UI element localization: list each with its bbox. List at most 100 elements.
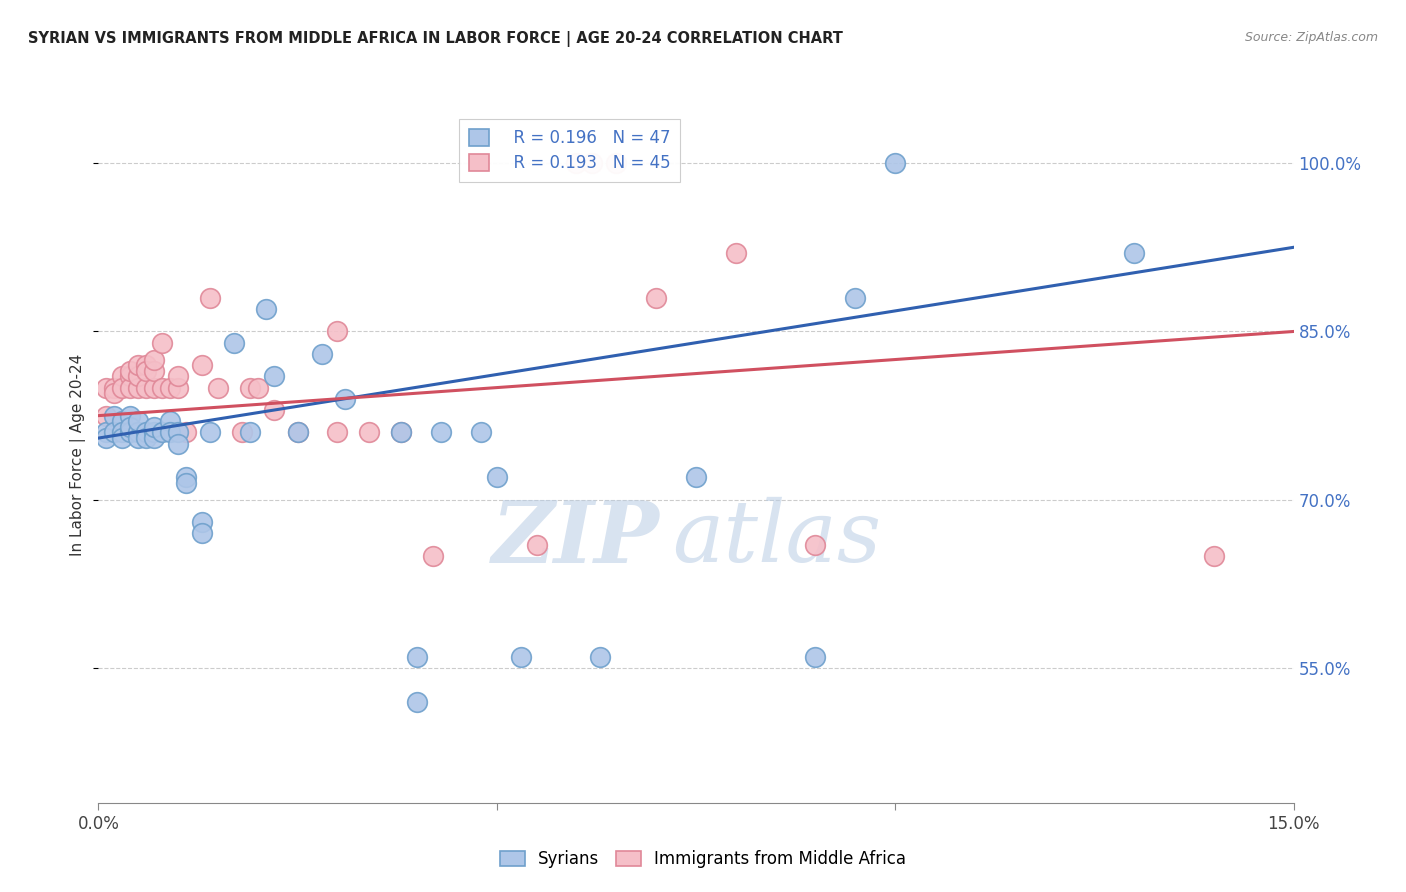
Point xyxy=(103,425,125,440)
Point xyxy=(207,381,229,395)
Legend:   R = 0.196   N = 47,   R = 0.193   N = 45: R = 0.196 N = 47, R = 0.193 N = 45 xyxy=(460,119,681,182)
Point xyxy=(526,538,548,552)
Point xyxy=(581,156,603,170)
Point xyxy=(254,301,277,316)
Point xyxy=(143,364,166,378)
Point xyxy=(111,369,134,384)
Point xyxy=(263,369,285,384)
Point xyxy=(127,414,149,428)
Point xyxy=(430,425,453,440)
Point xyxy=(422,549,444,563)
Point xyxy=(470,425,492,440)
Point xyxy=(111,381,134,395)
Point xyxy=(135,431,157,445)
Point xyxy=(111,425,134,440)
Point xyxy=(143,381,166,395)
Point xyxy=(389,425,412,440)
Point xyxy=(844,291,866,305)
Point xyxy=(605,156,627,170)
Point xyxy=(120,425,142,440)
Point xyxy=(311,347,333,361)
Point xyxy=(120,364,142,378)
Point xyxy=(191,358,214,372)
Point xyxy=(127,381,149,395)
Point xyxy=(804,538,827,552)
Point xyxy=(111,414,134,428)
Point xyxy=(174,470,197,484)
Point xyxy=(335,392,357,406)
Point xyxy=(406,649,429,664)
Point xyxy=(135,364,157,378)
Legend: Syrians, Immigrants from Middle Africa: Syrians, Immigrants from Middle Africa xyxy=(494,844,912,875)
Point xyxy=(406,695,429,709)
Point xyxy=(287,425,309,440)
Point xyxy=(246,381,269,395)
Point xyxy=(96,431,118,445)
Y-axis label: In Labor Force | Age 20-24: In Labor Force | Age 20-24 xyxy=(69,354,86,556)
Point xyxy=(127,358,149,372)
Point xyxy=(239,381,262,395)
Point xyxy=(804,649,827,664)
Point xyxy=(884,156,907,170)
Point xyxy=(509,649,531,664)
Point xyxy=(159,381,181,395)
Point xyxy=(103,386,125,401)
Point xyxy=(724,246,747,260)
Point xyxy=(326,325,349,339)
Point xyxy=(485,470,508,484)
Point xyxy=(120,381,142,395)
Point xyxy=(135,381,157,395)
Point xyxy=(239,425,262,440)
Point xyxy=(1202,549,1225,563)
Point xyxy=(174,475,197,490)
Point xyxy=(103,409,125,423)
Point xyxy=(359,425,381,440)
Point xyxy=(96,425,118,440)
Text: atlas: atlas xyxy=(672,497,882,580)
Point xyxy=(1123,246,1146,260)
Point xyxy=(191,515,214,529)
Text: ZIP: ZIP xyxy=(492,497,661,580)
Point xyxy=(159,425,181,440)
Point xyxy=(127,431,149,445)
Point xyxy=(143,420,166,434)
Point xyxy=(389,425,412,440)
Text: SYRIAN VS IMMIGRANTS FROM MIDDLE AFRICA IN LABOR FORCE | AGE 20-24 CORRELATION C: SYRIAN VS IMMIGRANTS FROM MIDDLE AFRICA … xyxy=(28,31,844,47)
Point xyxy=(231,425,253,440)
Point xyxy=(174,425,197,440)
Point xyxy=(222,335,245,350)
Point xyxy=(96,409,118,423)
Point xyxy=(287,425,309,440)
Point xyxy=(96,381,118,395)
Point xyxy=(135,425,157,440)
Point xyxy=(143,352,166,367)
Point xyxy=(263,403,285,417)
Point xyxy=(645,291,668,305)
Point xyxy=(589,649,612,664)
Text: Source: ZipAtlas.com: Source: ZipAtlas.com xyxy=(1244,31,1378,45)
Point xyxy=(120,409,142,423)
Point xyxy=(167,425,190,440)
Point xyxy=(103,381,125,395)
Point xyxy=(111,431,134,445)
Point xyxy=(143,431,166,445)
Point xyxy=(127,425,149,440)
Point xyxy=(326,425,349,440)
Point xyxy=(150,425,173,440)
Point xyxy=(150,381,173,395)
Point xyxy=(565,156,588,170)
Point xyxy=(685,470,707,484)
Point xyxy=(143,425,166,440)
Point xyxy=(159,414,181,428)
Point xyxy=(191,526,214,541)
Point xyxy=(167,436,190,450)
Point xyxy=(127,369,149,384)
Point xyxy=(198,291,221,305)
Point xyxy=(167,369,190,384)
Point xyxy=(150,335,173,350)
Point xyxy=(198,425,221,440)
Point xyxy=(120,369,142,384)
Point xyxy=(120,420,142,434)
Point xyxy=(167,381,190,395)
Point xyxy=(135,358,157,372)
